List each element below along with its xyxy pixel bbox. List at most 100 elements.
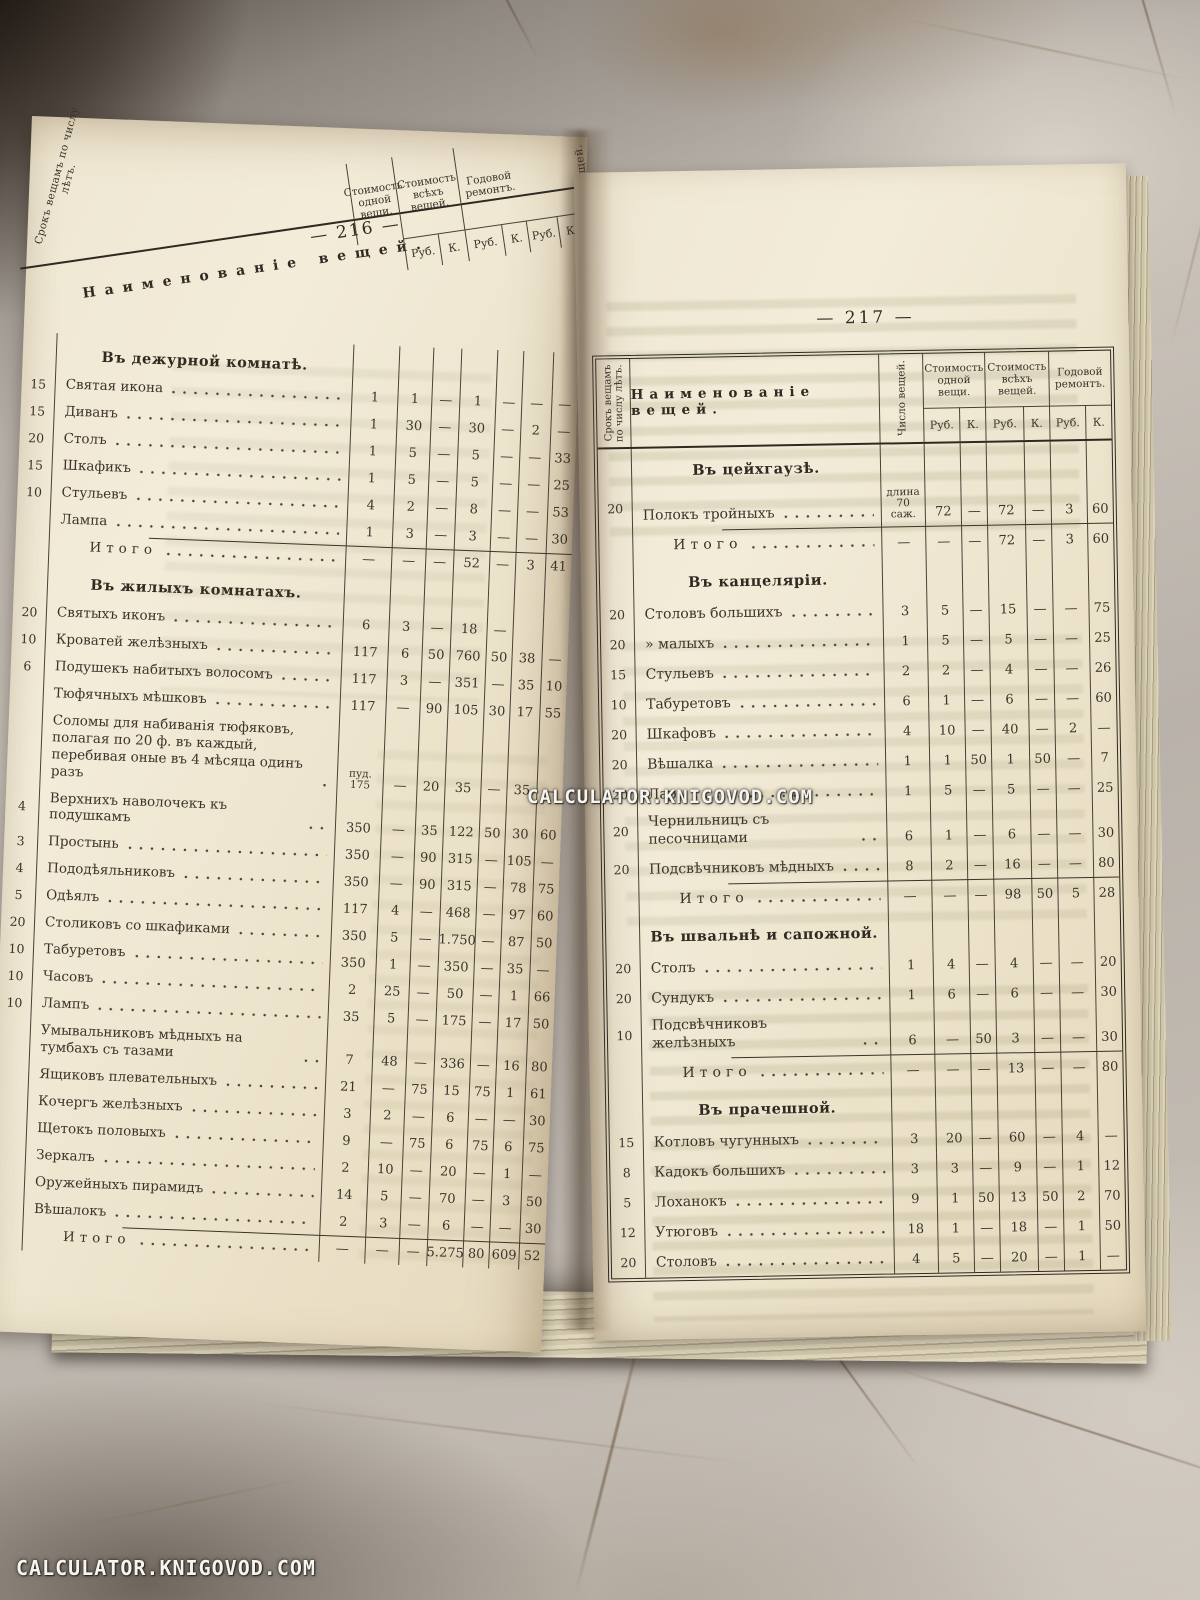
numeric-cell: 61	[524, 1080, 552, 1109]
years-cell	[6, 706, 44, 786]
numeric-cell: 75	[466, 1132, 494, 1161]
numeric-cell: 1	[1061, 1149, 1099, 1181]
numeric-cell: 30	[482, 697, 510, 726]
years-cell: 10	[0, 989, 33, 1018]
years-cell: 4	[2, 854, 38, 883]
numeric-cell: 6	[991, 803, 1031, 849]
left-table-header: Срокъ вещамъ по числу лѣтъ. — 216 — Наим…	[20, 106, 654, 349]
numeric-cell: 4	[989, 653, 1028, 684]
dot-leader	[103, 1158, 315, 1172]
numeric-cell: —	[467, 1105, 495, 1134]
numeric-cell	[987, 554, 1027, 594]
numeric-cell: 50	[1099, 1209, 1126, 1240]
numeric-cell: 38	[511, 644, 543, 673]
numeric-cell: 50	[972, 1181, 1000, 1213]
numeric-cell: —	[474, 926, 502, 955]
item-name-cell: Столовъ	[646, 1246, 894, 1278]
right-table-body: Въ цейхгаузѣ. 20 Полокъ тройныхъ длина 70 с…	[597, 440, 1127, 1279]
item-name: Шкафикъ	[62, 457, 132, 477]
cost-one-header: Стоимость одной вещи.	[922, 352, 985, 408]
item-name: Щетокъ половыхъ	[36, 1120, 167, 1142]
numeric-cell: 50	[1028, 742, 1056, 774]
item-name: Столиковъ со шкафиками	[44, 914, 231, 938]
numeric-cell: —	[1090, 711, 1117, 743]
numeric-cell: 5	[929, 774, 966, 805]
item-name: Верхнихъ наволочекъ къ подушкамъ	[48, 789, 228, 826]
item-name-cell: Чернильницъ съ песочницами	[638, 806, 887, 855]
years-cell: 5	[610, 1187, 646, 1219]
numeric-cell: —	[934, 1053, 971, 1084]
item-name-cell: Полокъ тройныхъ	[633, 499, 881, 531]
numeric-cell: —	[1027, 682, 1055, 714]
numeric-cell: —	[1053, 682, 1091, 713]
numeric-cell: —	[430, 386, 460, 415]
numeric-cell: —	[1035, 1150, 1063, 1182]
total-label: Итого	[679, 889, 749, 907]
numeric-cell: 5.275	[426, 1238, 464, 1268]
years-cell: 20	[607, 983, 642, 1015]
numeric-cell: 20	[935, 1122, 973, 1153]
numeric-cell: 1	[350, 383, 398, 413]
kop-subheader: К.	[1084, 404, 1112, 440]
numeric-cell: 3	[892, 1152, 937, 1184]
numeric-cell: —	[403, 1103, 433, 1132]
item-name-cell: Подсвѣчниковъ мѣдныхъ	[639, 853, 887, 885]
numeric-cell: —	[1054, 742, 1092, 773]
numeric-cell: 16	[495, 1035, 528, 1081]
dot-leader	[115, 1213, 313, 1226]
item-name: Столъ	[650, 959, 696, 977]
numeric-cell: 350	[437, 952, 475, 981]
section-title: Въ цейхгаузѣ.	[692, 459, 821, 479]
numeric-cell: 2	[519, 416, 551, 446]
numeric-cell: 6	[932, 978, 970, 1009]
numeric-cell	[1057, 906, 1095, 947]
item-name-cell: Утюговъ	[645, 1216, 893, 1248]
numeric-cell: 3	[365, 1209, 401, 1238]
numeric-cell: —	[533, 848, 561, 877]
item-name-cell: Подсвѣчниковъ желѣзныхъ	[642, 1010, 891, 1059]
numeric-cell: —	[1052, 622, 1090, 653]
numeric-cell	[959, 442, 987, 483]
numeric-cell: 3	[514, 551, 546, 581]
numeric-cell: 6	[427, 1212, 465, 1241]
item-name: Столовъ большихъ	[644, 603, 783, 623]
numeric-cell: 3	[936, 1152, 973, 1183]
numeric-cell: —	[399, 1210, 429, 1239]
numeric-cell: —	[890, 1053, 935, 1085]
numeric-cell: —	[1033, 1006, 1061, 1053]
item-name: Часовъ	[42, 968, 94, 987]
dot-leader	[174, 1134, 316, 1145]
numeric-cell: —	[1027, 652, 1054, 684]
numeric-cell: 3	[391, 520, 427, 549]
item-name: Сундукъ	[651, 989, 715, 1007]
item-name-cell: Кадокъ большихъ	[644, 1156, 892, 1188]
numeric-cell: —	[967, 878, 994, 910]
numeric-cell: 97	[501, 900, 533, 930]
numeric-cell: 30	[395, 412, 431, 441]
numeric-cell: 50	[969, 1007, 997, 1054]
numeric-cell: —	[475, 899, 503, 928]
dot-leader	[724, 731, 878, 740]
numeric-cell: —	[344, 545, 392, 575]
numeric-cell: 117	[331, 894, 379, 924]
item-name: Кадокъ большихъ	[654, 1161, 786, 1181]
numeric-cell: 4	[932, 948, 969, 979]
count-column-header: Число вещей.	[878, 353, 924, 443]
numeric-cell	[451, 576, 489, 617]
numeric-cell: 1	[936, 1182, 974, 1213]
numeric-cell: 21	[324, 1072, 372, 1102]
rub-subheader: Руб.	[923, 407, 960, 442]
numeric-cell: 25	[1088, 621, 1116, 653]
numeric-cell: —	[925, 525, 962, 556]
numeric-cell: 6	[989, 683, 1029, 714]
numeric-cell: 50	[530, 929, 558, 957]
numeric-cell: —	[471, 1007, 499, 1036]
numeric-cell: 35	[499, 954, 531, 983]
numeric-cell: 9	[997, 1151, 1037, 1182]
numeric-cell: —	[517, 470, 549, 500]
item-name: Тюфячныхъ мѣшковъ	[53, 685, 207, 708]
numeric-cell: 17	[497, 1008, 529, 1037]
numeric-cell: 40	[990, 713, 1029, 744]
item-name: Полокъ тройныхъ	[642, 505, 775, 524]
